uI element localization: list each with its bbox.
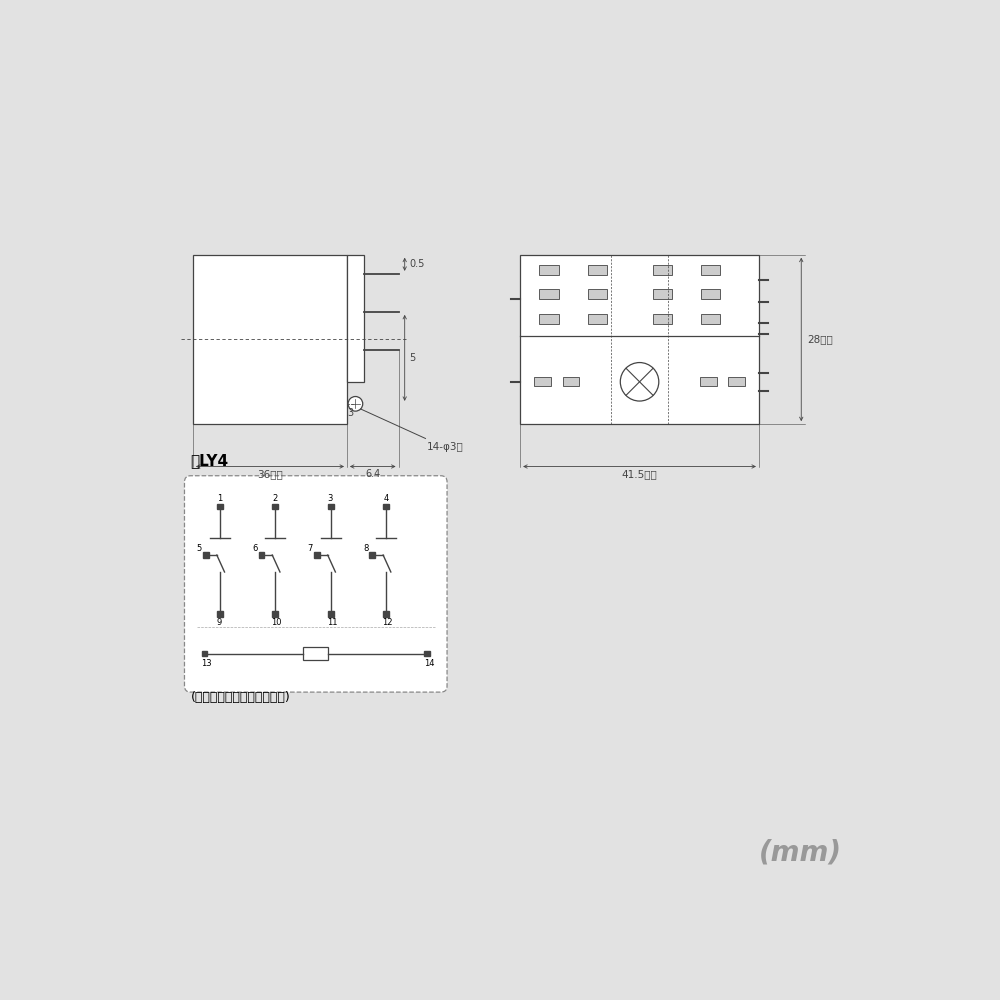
Text: 4: 4 xyxy=(383,494,388,503)
Circle shape xyxy=(620,363,659,401)
Bar xyxy=(701,289,720,299)
Text: 2: 2 xyxy=(272,494,278,503)
Bar xyxy=(347,255,364,382)
Bar xyxy=(328,504,334,509)
Bar xyxy=(303,647,328,660)
Bar xyxy=(383,611,389,617)
Circle shape xyxy=(348,397,363,411)
Bar xyxy=(259,552,264,558)
Text: 28以下: 28以下 xyxy=(807,334,833,344)
Bar xyxy=(588,265,607,275)
Bar xyxy=(193,255,347,424)
Text: 41.5以下: 41.5以下 xyxy=(622,469,657,479)
Text: 6.4: 6.4 xyxy=(365,469,380,479)
Text: 12: 12 xyxy=(382,618,393,627)
Text: 6: 6 xyxy=(252,544,258,553)
Text: 7: 7 xyxy=(308,544,313,553)
Bar xyxy=(534,377,551,386)
Text: (mm): (mm) xyxy=(759,839,842,867)
Bar xyxy=(728,377,745,386)
Text: 3: 3 xyxy=(328,494,333,503)
Text: 3: 3 xyxy=(348,408,354,418)
Bar xyxy=(539,314,559,324)
Bar xyxy=(653,314,672,324)
Text: 5: 5 xyxy=(409,353,416,363)
Bar xyxy=(653,289,672,299)
Bar xyxy=(701,314,720,324)
Text: 9: 9 xyxy=(216,618,221,627)
Bar xyxy=(217,611,223,617)
Bar xyxy=(701,265,720,275)
Bar xyxy=(217,504,223,509)
Text: 11: 11 xyxy=(327,618,337,627)
Text: 5: 5 xyxy=(197,544,202,553)
Bar xyxy=(539,265,559,275)
Text: 8: 8 xyxy=(363,544,368,553)
Bar xyxy=(588,289,607,299)
Bar xyxy=(202,651,207,656)
Bar xyxy=(272,611,278,617)
Text: (コイル極性はありません。): (コイル極性はありません。) xyxy=(191,691,290,704)
Text: 形LY4: 形LY4 xyxy=(191,453,229,468)
Bar xyxy=(563,377,579,386)
Text: 0.5: 0.5 xyxy=(409,259,425,269)
Bar xyxy=(520,255,759,424)
FancyBboxPatch shape xyxy=(184,476,447,692)
Bar xyxy=(700,377,717,386)
Bar xyxy=(539,289,559,299)
Bar xyxy=(203,552,209,558)
Bar xyxy=(369,552,375,558)
Text: 13: 13 xyxy=(201,659,212,668)
Bar xyxy=(588,314,607,324)
Bar xyxy=(272,504,278,509)
Bar xyxy=(314,552,320,558)
Bar xyxy=(383,504,389,509)
Text: 36以下: 36以下 xyxy=(257,469,283,479)
Bar xyxy=(328,611,334,617)
Bar xyxy=(424,651,430,656)
Text: 1: 1 xyxy=(217,494,222,503)
Text: 14-φ3穴: 14-φ3穴 xyxy=(427,442,464,452)
Bar xyxy=(653,265,672,275)
Text: 10: 10 xyxy=(271,618,282,627)
Text: 14: 14 xyxy=(424,659,434,668)
